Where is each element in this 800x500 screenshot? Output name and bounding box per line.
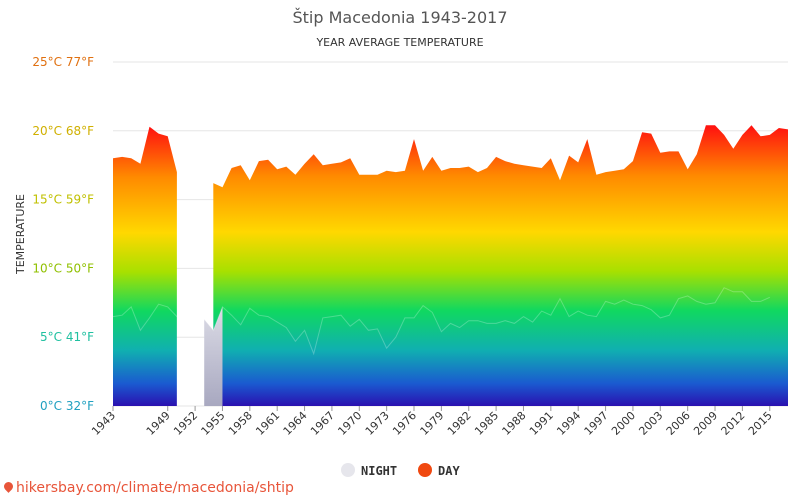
y-tick-label: 5°C 41°F — [40, 330, 94, 344]
y-tick-label: 10°C 50°F — [32, 261, 94, 275]
chart-subtitle: YEAR AVERAGE TEMPERATURE — [315, 36, 483, 49]
x-tick-label: 1991 — [527, 409, 556, 438]
legend-night-marker[interactable] — [341, 463, 355, 477]
x-tick-label: 2003 — [636, 409, 665, 438]
night-line — [113, 287, 771, 356]
legend-night-label[interactable]: NIGHT — [361, 464, 397, 478]
y-tick-label: 15°C 59°F — [32, 193, 94, 207]
chart-title: Štip Macedonia 1943-2017 — [293, 8, 508, 27]
x-tick-label: 1958 — [226, 409, 255, 438]
x-tick-label: 1982 — [445, 409, 474, 438]
x-tick-label: 1952 — [171, 409, 200, 438]
x-tick-label: 1994 — [554, 409, 583, 438]
x-tick-label: 1964 — [281, 409, 310, 438]
x-tick-label: 1967 — [308, 409, 337, 438]
x-tick-label: 2006 — [664, 409, 693, 438]
source-link[interactable]: hikersbay.com/climate/macedonia/shtip — [2, 480, 294, 496]
location-pin-icon — [2, 480, 15, 493]
x-axis-ticks: 1943 194919521955195819611964196719701973… — [89, 406, 775, 438]
y-tick-label: 25°C 77°F — [32, 55, 94, 69]
day-area — [113, 126, 177, 406]
x-tick-label: 1979 — [418, 409, 447, 438]
y-tick-label: 20°C 68°F — [32, 124, 94, 138]
x-tick-label: 1985 — [472, 409, 501, 438]
legend-day-label[interactable]: DAY — [438, 464, 460, 478]
y-axis-ticks: 0°C 32°F 5°C 41°F 10°C 50°F 15°C 59°F 20°C 6… — [32, 55, 94, 413]
x-tick-label: 1943 — [89, 409, 118, 438]
plot-areas — [113, 125, 788, 406]
x-tick-label: 1976 — [390, 409, 419, 438]
legend-day-marker[interactable] — [418, 463, 432, 477]
x-tick-label: 2015 — [746, 409, 775, 438]
y-axis-label: TEMPERATURE — [14, 194, 27, 275]
x-tick-label: 1973 — [363, 409, 392, 438]
day-area — [213, 125, 788, 406]
x-tick-label: 1970 — [335, 409, 364, 438]
missing-data-area — [204, 306, 223, 406]
x-tick-label: 1997 — [582, 409, 611, 438]
x-tick-label: 1949 — [144, 409, 173, 438]
y-tick-label: 0°C 32°F — [40, 399, 94, 413]
source-link-text[interactable]: hikersbay.com/climate/macedonia/shtip — [16, 480, 294, 496]
x-tick-label: 2009 — [691, 409, 720, 438]
x-tick-label: 1961 — [253, 409, 282, 438]
x-tick-label: 1955 — [199, 409, 228, 438]
x-tick-label: 2000 — [609, 409, 638, 438]
x-tick-label: 1988 — [500, 409, 529, 438]
temperature-chart: Štip Macedonia 1943-2017 YEAR AVERAGE TE… — [14, 8, 788, 478]
x-tick-label: 2012 — [719, 409, 748, 438]
legend[interactable]: NIGHT DAY — [341, 463, 460, 478]
